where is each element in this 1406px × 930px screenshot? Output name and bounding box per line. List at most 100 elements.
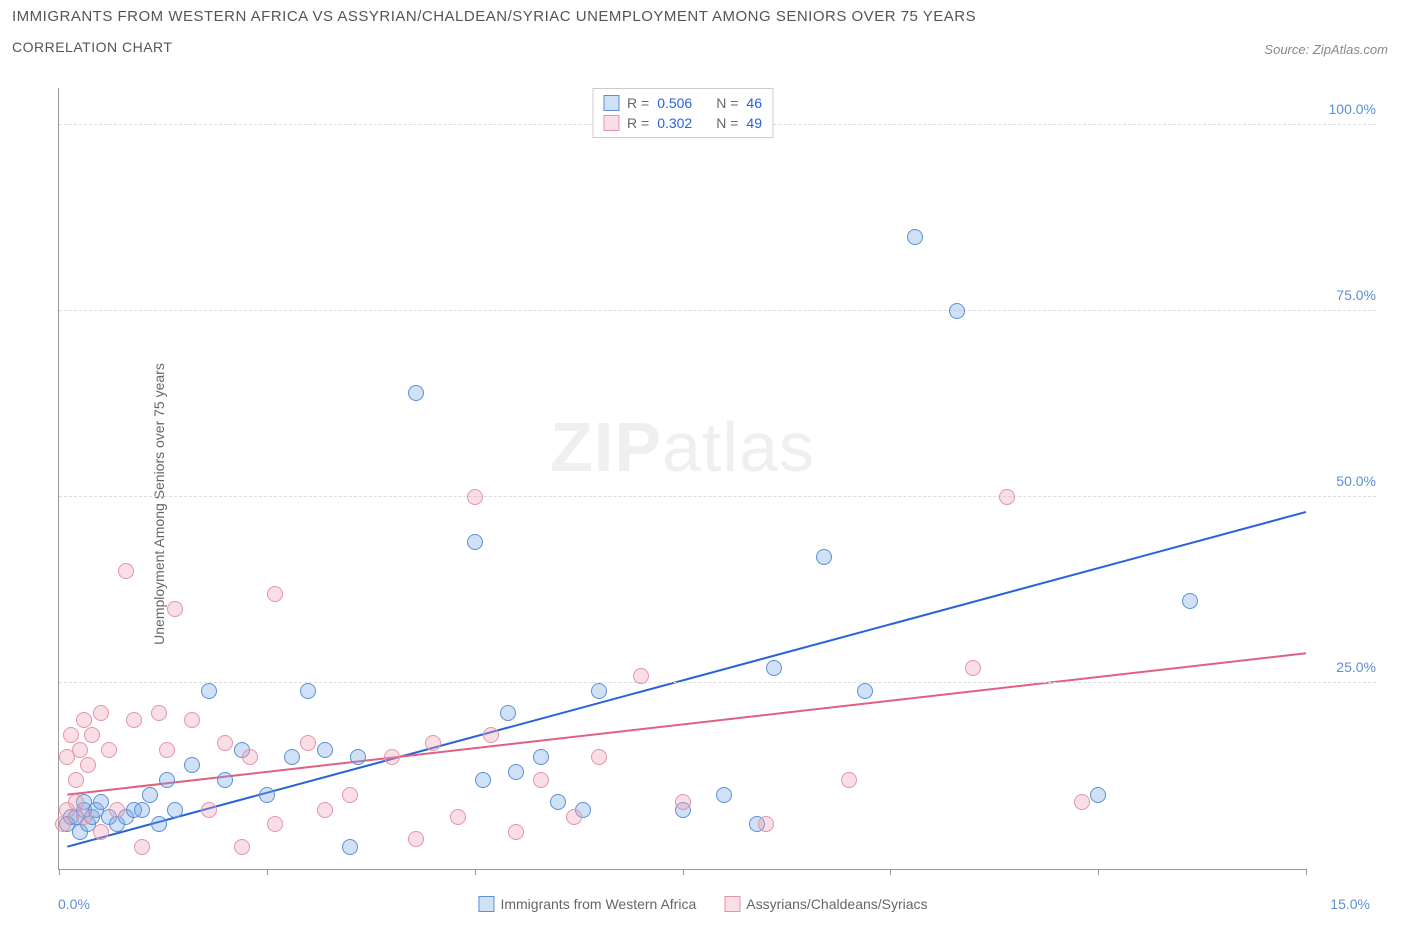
scatter-point xyxy=(118,563,134,579)
x-tick xyxy=(890,869,891,875)
scatter-point xyxy=(1074,794,1090,810)
correlation-legend-row: R = 0.302 N = 49 xyxy=(603,113,762,133)
scatter-point xyxy=(533,772,549,788)
scatter-point xyxy=(167,601,183,617)
scatter-point xyxy=(566,809,582,825)
source-name: ZipAtlas.com xyxy=(1313,42,1388,57)
y-tick-label: 50.0% xyxy=(1316,473,1376,489)
scatter-point xyxy=(267,586,283,602)
x-tick xyxy=(475,869,476,875)
scatter-point xyxy=(408,385,424,401)
scatter-point xyxy=(259,787,275,803)
scatter-point xyxy=(217,772,233,788)
legend-r-value: 0.506 xyxy=(657,95,692,111)
scatter-point xyxy=(342,787,358,803)
series-legend-item: Immigrants from Western Africa xyxy=(478,896,696,912)
legend-n-value: 49 xyxy=(746,115,762,131)
scatter-point xyxy=(425,735,441,751)
x-tick xyxy=(267,869,268,875)
legend-swatch xyxy=(724,896,740,912)
source-attribution: Source: ZipAtlas.com xyxy=(1264,42,1388,57)
watermark: ZIPatlas xyxy=(550,407,815,487)
scatter-point xyxy=(317,742,333,758)
scatter-point xyxy=(234,839,250,855)
scatter-point xyxy=(63,727,79,743)
chart-container: Unemployment Among Seniors over 75 years… xyxy=(0,78,1406,930)
scatter-point xyxy=(84,727,100,743)
scatter-point xyxy=(76,712,92,728)
scatter-point xyxy=(159,772,175,788)
scatter-point xyxy=(217,735,233,751)
y-tick-label: 100.0% xyxy=(1316,101,1376,117)
scatter-point xyxy=(816,549,832,565)
y-tick-label: 75.0% xyxy=(1316,287,1376,303)
source-prefix: Source: xyxy=(1264,42,1309,57)
scatter-point xyxy=(134,802,150,818)
scatter-point xyxy=(342,839,358,855)
x-tick xyxy=(1306,869,1307,875)
scatter-point xyxy=(184,712,200,728)
scatter-point xyxy=(68,794,84,810)
legend-swatch xyxy=(603,95,619,111)
scatter-point xyxy=(999,489,1015,505)
scatter-point xyxy=(591,749,607,765)
scatter-point xyxy=(408,831,424,847)
scatter-point xyxy=(758,816,774,832)
x-tick xyxy=(59,869,60,875)
scatter-point xyxy=(201,683,217,699)
scatter-point xyxy=(350,749,366,765)
series-legend-item: Assyrians/Chaldeans/Syriacs xyxy=(724,896,927,912)
legend-r-label: R = xyxy=(627,115,649,131)
series-legend: Immigrants from Western Africa Assyrians/… xyxy=(478,896,927,912)
scatter-point xyxy=(300,735,316,751)
header: IMMIGRANTS FROM WESTERN AFRICA VS ASSYRI… xyxy=(12,8,1394,55)
scatter-point xyxy=(101,742,117,758)
legend-n-label: N = xyxy=(716,115,738,131)
scatter-point xyxy=(949,303,965,319)
scatter-point xyxy=(72,742,88,758)
scatter-point xyxy=(184,757,200,773)
correlation-legend: R =0.506N =46 R = 0.302 N = 49 xyxy=(592,88,773,138)
scatter-point xyxy=(109,802,125,818)
scatter-point xyxy=(841,772,857,788)
watermark-thin: atlas xyxy=(662,408,815,486)
scatter-point xyxy=(167,802,183,818)
legend-r-value: 0.302 xyxy=(657,115,692,131)
x-tick xyxy=(683,869,684,875)
x-axis-min-label: 0.0% xyxy=(58,896,90,912)
x-tick xyxy=(1098,869,1099,875)
scatter-point xyxy=(317,802,333,818)
scatter-point xyxy=(450,809,466,825)
scatter-point xyxy=(1182,593,1198,609)
scatter-point xyxy=(857,683,873,699)
scatter-point xyxy=(80,757,96,773)
scatter-point xyxy=(467,489,483,505)
y-tick-label: 25.0% xyxy=(1316,659,1376,675)
scatter-point xyxy=(384,749,400,765)
scatter-point xyxy=(300,683,316,699)
watermark-bold: ZIP xyxy=(550,408,662,486)
correlation-legend-row: R =0.506N =46 xyxy=(603,93,762,113)
scatter-point xyxy=(76,809,92,825)
legend-swatch xyxy=(478,896,494,912)
scatter-point xyxy=(675,794,691,810)
scatter-point xyxy=(766,660,782,676)
scatter-point xyxy=(965,660,981,676)
scatter-point xyxy=(242,749,258,765)
scatter-point xyxy=(500,705,516,721)
scatter-point xyxy=(201,802,217,818)
scatter-point xyxy=(591,683,607,699)
plot-area: ZIPatlas R =0.506N =46R =0.302N =49 25.0… xyxy=(58,88,1306,870)
scatter-point xyxy=(508,764,524,780)
x-axis-max-label: 15.0% xyxy=(1330,896,1370,912)
scatter-point xyxy=(267,816,283,832)
scatter-point xyxy=(533,749,549,765)
scatter-point xyxy=(1090,787,1106,803)
grid-line xyxy=(59,496,1376,497)
chart-title: IMMIGRANTS FROM WESTERN AFRICA VS ASSYRI… xyxy=(12,8,1394,25)
scatter-point xyxy=(93,705,109,721)
scatter-point xyxy=(550,794,566,810)
scatter-point xyxy=(716,787,732,803)
scatter-point xyxy=(284,749,300,765)
grid-line xyxy=(59,682,1376,683)
